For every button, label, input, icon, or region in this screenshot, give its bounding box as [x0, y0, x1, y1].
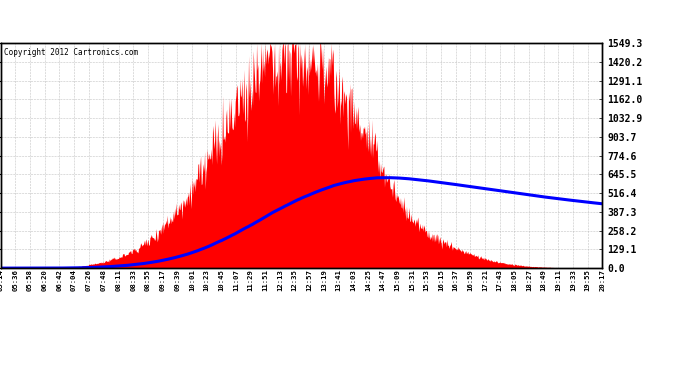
Text: 17:43: 17:43 [497, 269, 503, 291]
Text: 16:59: 16:59 [467, 269, 473, 291]
Text: 13:41: 13:41 [335, 269, 342, 291]
Text: 16:15: 16:15 [438, 269, 444, 291]
Text: 05:14: 05:14 [0, 269, 3, 291]
Text: West Array Actual Power (red) & Running Average Power (Watts blue) Thu Jun 14 20: West Array Actual Power (red) & Running … [86, 16, 604, 27]
Text: 20:17: 20:17 [600, 269, 605, 291]
Text: 09:17: 09:17 [159, 269, 166, 291]
Text: 07:48: 07:48 [100, 269, 106, 291]
Text: 15:53: 15:53 [424, 269, 429, 291]
Text: 08:55: 08:55 [145, 269, 151, 291]
Text: 07:26: 07:26 [86, 269, 92, 291]
Text: 06:42: 06:42 [57, 269, 62, 291]
Text: 10:01: 10:01 [189, 269, 195, 291]
Text: 06:20: 06:20 [41, 269, 48, 291]
Text: 18:05: 18:05 [511, 269, 518, 291]
Text: 05:36: 05:36 [12, 269, 19, 291]
Text: 14:47: 14:47 [380, 269, 386, 291]
Text: 18:49: 18:49 [541, 269, 546, 291]
Text: 14:25: 14:25 [365, 269, 371, 291]
Text: 11:29: 11:29 [248, 269, 253, 291]
Text: 13:19: 13:19 [321, 269, 327, 291]
Text: 19:33: 19:33 [570, 269, 576, 291]
Text: 14:03: 14:03 [350, 269, 356, 291]
Text: 11:51: 11:51 [262, 269, 268, 291]
Text: 19:55: 19:55 [584, 269, 591, 291]
Text: 18:27: 18:27 [526, 269, 532, 291]
Text: 09:39: 09:39 [175, 269, 180, 291]
Text: 08:33: 08:33 [130, 269, 137, 291]
Text: 15:09: 15:09 [394, 269, 400, 291]
Text: 05:58: 05:58 [27, 269, 33, 291]
Text: 10:45: 10:45 [218, 269, 224, 291]
Text: 10:23: 10:23 [204, 269, 210, 291]
Text: Copyright 2012 Cartronics.com: Copyright 2012 Cartronics.com [3, 48, 138, 57]
Text: 07:04: 07:04 [71, 269, 77, 291]
Text: 08:11: 08:11 [116, 269, 121, 291]
Text: 11:07: 11:07 [233, 269, 239, 291]
Text: 12:13: 12:13 [277, 269, 283, 291]
Text: 12:57: 12:57 [306, 269, 312, 291]
Text: 17:21: 17:21 [482, 269, 488, 291]
Text: 15:31: 15:31 [408, 269, 415, 291]
Text: 16:37: 16:37 [453, 269, 459, 291]
Text: 19:11: 19:11 [555, 269, 562, 291]
Text: 12:35: 12:35 [292, 269, 297, 291]
